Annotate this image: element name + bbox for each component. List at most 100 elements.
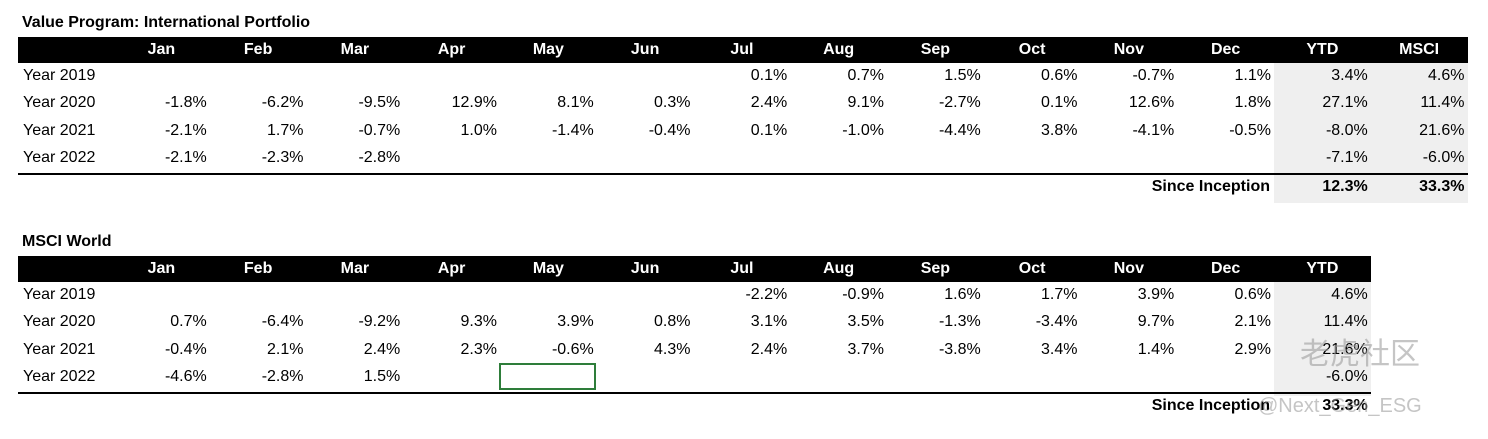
row-label: Year 2022 [23,367,96,385]
cell: 0.7% [847,67,884,84]
column-header: MSCI [1399,41,1440,58]
row-label: Year 2019 [23,67,96,84]
highlight-column [1274,282,1371,397]
cell: -4.4% [938,121,981,139]
column-header: Jul [730,41,754,58]
cell: -3.8% [938,340,981,358]
cell: 3.4% [1041,340,1078,358]
table-rule [18,392,1371,395]
cell: 0.3% [654,94,691,112]
cell: -4.1% [1132,121,1175,139]
cell: 3.9% [557,313,594,331]
cell: -1.4% [551,121,594,139]
cell: 21.6% [1419,121,1465,139]
cell: 3.9% [1137,286,1175,303]
cell: 1.4% [1137,340,1175,358]
cell: 2.1% [1234,313,1271,331]
cell: 8.1% [557,94,594,112]
column-header: Jun [630,41,660,58]
cell: 3.1% [750,313,788,331]
column-header: Mar [340,260,370,277]
cell: -3.4% [1035,313,1078,331]
cell: 0.1% [750,67,788,84]
cell: -6.0% [1325,367,1368,385]
cell: -0.7% [1132,67,1175,84]
header-bar [18,256,1371,282]
column-header: May [532,260,564,277]
summary-value: 33.3% [1419,178,1465,196]
header-bar [18,37,1468,63]
cell: 9.7% [1137,313,1175,331]
cell: 1.6% [944,286,981,303]
row-label: Year 2020 [23,94,96,112]
cell: 1.7% [267,121,304,139]
column-header: Nov [1113,260,1144,277]
cell: 12.9% [451,94,497,112]
column-header: Jun [630,260,660,277]
column-header: YTD [1306,260,1339,277]
cell: 9.1% [847,94,884,112]
cell: 4.3% [654,340,691,358]
cell: -2.1% [164,148,207,166]
cell: -8.0% [1325,121,1368,139]
cell: -0.5% [1229,121,1271,139]
cell: -9.2% [358,313,401,331]
cell: 0.6% [1041,67,1078,84]
cell: 4.6% [1428,67,1465,84]
cell: -2.1% [164,121,207,139]
cell: 9.3% [460,313,497,331]
cell: 2.1% [267,340,304,358]
column-header: Feb [243,260,273,277]
cell: 2.4% [363,340,401,358]
cell: 0.1% [750,121,788,139]
column-header: Oct [1018,260,1046,277]
cell: 11.4% [1420,94,1465,112]
column-header: Oct [1018,41,1046,58]
watermark-logo: 老虎社区 [1300,338,1420,371]
cell: 3.5% [847,313,884,331]
cell: -1.3% [938,313,981,331]
cell: 2.9% [1234,340,1271,358]
cell: 21.6% [1322,340,1368,358]
row-label: Year 2020 [23,313,96,331]
cell: -2.8% [261,367,304,385]
cell: 1.0% [460,121,497,139]
column-header: Jan [147,260,176,277]
column-header: Dec [1210,41,1241,58]
cell: -2.7% [938,94,981,112]
summary-value: 33.3% [1322,397,1368,415]
cell: -1.0% [842,121,884,139]
cell: 2.4% [750,94,788,112]
cell: 0.6% [1234,286,1271,303]
cell: 1.8% [1234,94,1271,112]
cell: 3.8% [1041,121,1078,139]
cell: -6.2% [261,94,304,112]
cell: 3.7% [847,340,884,358]
cell: -0.4% [164,340,207,358]
column-header: Jul [730,260,754,277]
row-label: Year 2022 [23,148,96,166]
column-header: Mar [340,41,370,58]
cell: 0.8% [654,313,691,331]
cell: -2.8% [358,148,401,166]
cell: -0.6% [551,340,594,358]
column-header: Jan [147,41,176,58]
table-title: Value Program: International Portfolio [22,14,311,31]
cell: -6.4% [261,313,304,331]
column-header: Dec [1210,260,1241,277]
cell: 3.4% [1331,67,1368,84]
cell: -7.1% [1325,148,1368,166]
row-label: Year 2019 [23,286,96,303]
column-header: Sep [920,41,951,58]
cell: -0.4% [648,121,691,139]
cell: -2.3% [261,148,304,166]
cell: 4.6% [1331,286,1368,303]
cell: 1.7% [1041,286,1078,303]
summary-label: Since Inception [1151,397,1270,415]
cell: 12.6% [1128,94,1175,112]
cell: 1.5% [944,67,981,84]
cell: 27.1% [1322,94,1368,112]
cell: -6.0% [1422,148,1465,166]
column-header: May [532,41,564,58]
